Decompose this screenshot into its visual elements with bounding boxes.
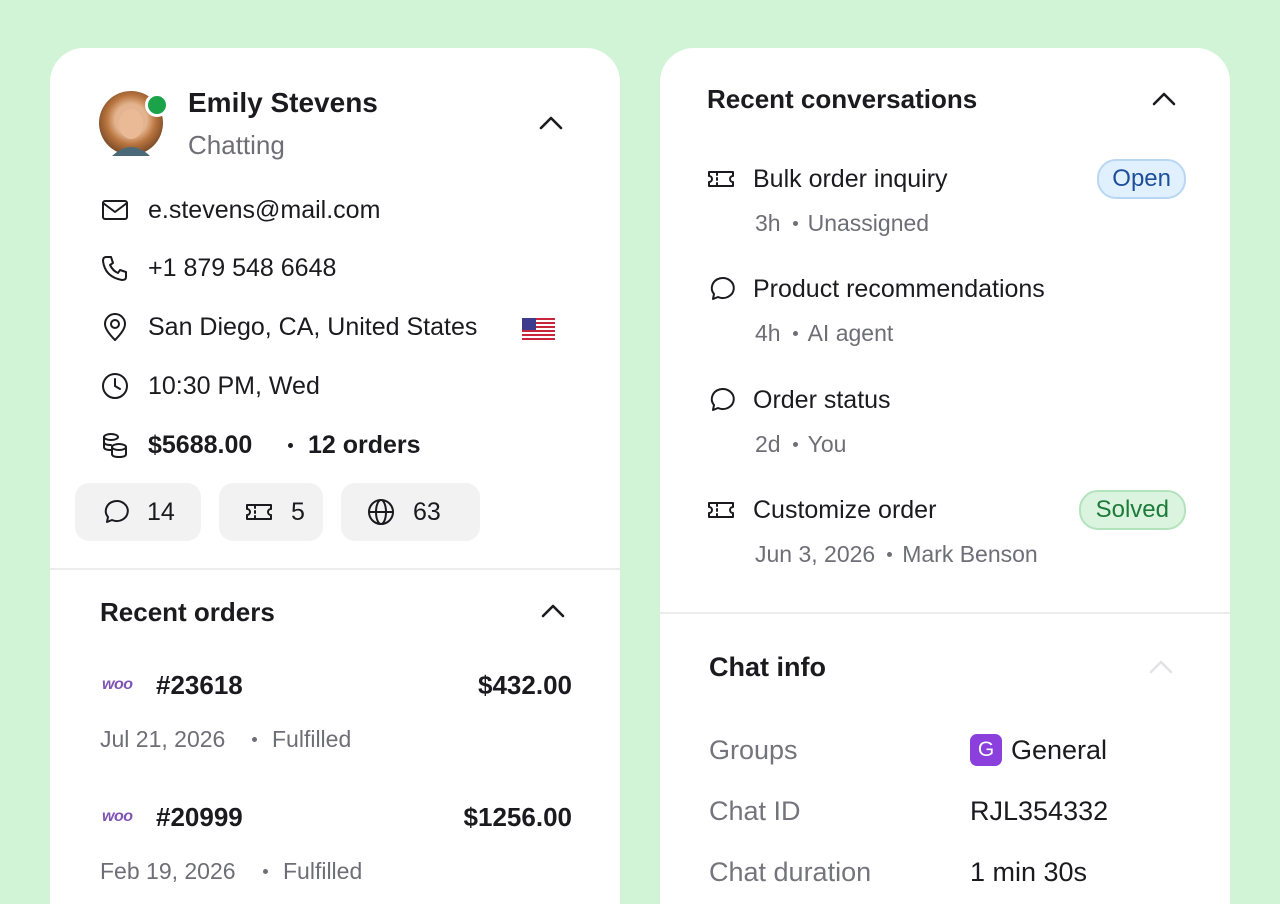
conversation-age: 2d [755, 431, 781, 457]
order-status: Fulfilled [283, 858, 363, 884]
section-title: Recent orders [100, 597, 275, 627]
order-date: Jul 21, 2026 [100, 726, 226, 752]
email-icon [102, 200, 128, 220]
section-title: Recent conversations [707, 84, 978, 114]
chat-icon [104, 500, 129, 523]
section-title: Chat info [709, 652, 826, 682]
status-badge: Open [1097, 159, 1186, 199]
visits-chip[interactable]: 63 [341, 483, 480, 541]
location-icon [104, 313, 126, 341]
chats-chip[interactable]: 14 [75, 483, 201, 541]
total-spent: $5688.00 [148, 431, 253, 459]
location: San Diego, CA, United States [148, 313, 478, 341]
conversation-assignee: Mark Benson [902, 541, 1038, 567]
tickets-count: 5 [291, 498, 305, 526]
info-label: Groups [709, 735, 798, 765]
conversation-title[interactable]: Bulk order inquiry [753, 165, 948, 193]
info-value: General [1011, 735, 1108, 765]
conversation-assignee: Unassigned [807, 210, 930, 236]
info-label: Chat ID [709, 796, 801, 826]
separator [263, 869, 268, 874]
visits-count: 63 [413, 498, 441, 526]
status-badge: Solved [1078, 490, 1186, 530]
order-id: #23618 [156, 670, 243, 700]
order-amount: $1256.00 [463, 802, 572, 832]
conversations-card: Recent conversations Bulk order inquiry 3… [660, 48, 1230, 904]
separator [792, 442, 798, 447]
coins-icon [103, 433, 127, 458]
customer-name: Emily Stevens [188, 87, 378, 118]
chat-icon [710, 277, 735, 300]
tickets-chip[interactable]: 5 [219, 483, 323, 541]
info-value: RJL354332 [970, 796, 1109, 826]
order-id: #20999 [156, 802, 243, 832]
separator [887, 552, 893, 557]
conversation-title[interactable]: Order status [753, 386, 891, 414]
conversation-title[interactable]: Customize order [753, 496, 937, 524]
chat-icon [710, 388, 735, 411]
clock-icon [102, 373, 128, 399]
separator [792, 331, 798, 336]
local-time: 10:30 PM, Wed [148, 372, 320, 400]
collapse-button[interactable] [538, 596, 568, 626]
separator [252, 737, 257, 742]
ticket-icon [246, 504, 272, 520]
globe-icon [368, 499, 394, 525]
ticket-icon [708, 502, 734, 518]
email: e.stevens@mail.com [148, 196, 381, 224]
customer-card: Emily Stevens Chatting e.stevens@mail.co… [50, 48, 620, 904]
order-count: 12 orders [308, 431, 421, 459]
phone: +1 879 548 6648 [148, 254, 337, 282]
info-label: Chat duration [709, 857, 872, 887]
conversation-assignee: AI agent [807, 320, 894, 346]
separator [288, 443, 293, 448]
order-amount: $432.00 [478, 670, 572, 700]
us-flag [522, 318, 555, 340]
store-logo: woo [102, 808, 133, 825]
phone-icon [102, 256, 127, 281]
collapse-button[interactable] [536, 108, 566, 138]
collapse-button[interactable] [1149, 84, 1179, 114]
order-date: Feb 19, 2026 [100, 858, 236, 884]
collapse-button[interactable] [1146, 652, 1176, 682]
store-logo: woo [102, 676, 133, 693]
chats-count: 14 [147, 498, 175, 526]
order-status: Fulfilled [272, 726, 352, 752]
conversation-age: Jun 3, 2026 [755, 541, 876, 567]
conversation-age: 4h [755, 320, 781, 346]
group-icon: G [970, 734, 1002, 766]
customer-status: Chatting [188, 130, 285, 160]
conversation-age: 3h [755, 210, 781, 236]
ticket-icon [708, 171, 734, 187]
divider [50, 568, 620, 570]
conversation-title[interactable]: Product recommendations [753, 275, 1045, 303]
info-value: 1 min 30s [970, 857, 1088, 887]
separator [792, 221, 798, 226]
online-indicator [145, 93, 169, 117]
conversation-assignee: You [807, 431, 847, 457]
divider [660, 612, 1230, 614]
